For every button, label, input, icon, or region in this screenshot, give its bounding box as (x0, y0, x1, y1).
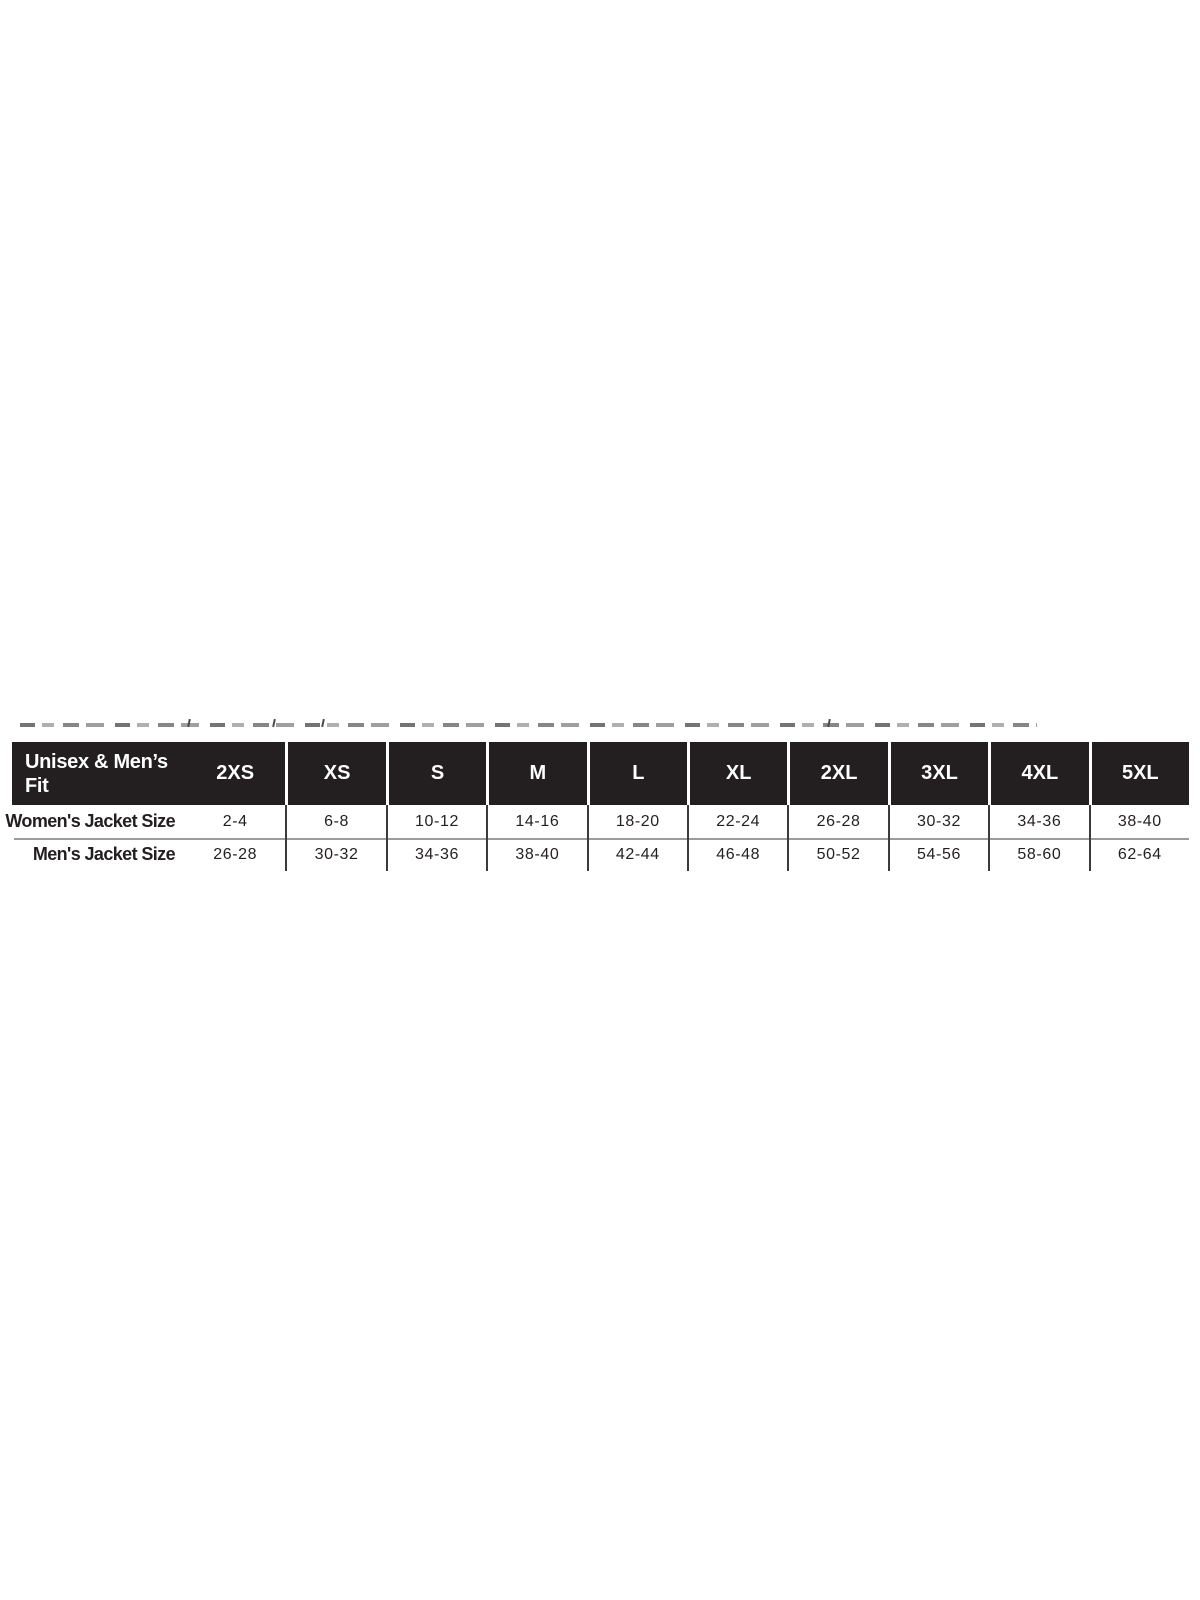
size-header-5xl: 5XL (1088, 742, 1189, 805)
header-label-cell: Unisex & Men’s Fit (12, 742, 185, 805)
table-cell: 62-64 (1088, 838, 1189, 871)
size-header-l: L (586, 742, 687, 805)
table-cell: 22-24 (687, 805, 787, 838)
table-cell: 50-52 (787, 838, 887, 871)
table-cell: 10-12 (385, 805, 486, 838)
table-cell: 26-28 (213, 845, 258, 863)
size-header-2xs: 2XS (216, 762, 255, 784)
size-header-xs: XS (285, 742, 385, 805)
size-header-m: M (486, 742, 586, 805)
table-cell: 38-40 (1088, 805, 1189, 838)
size-header-3xl: 3XL (887, 742, 988, 805)
row-divider-line (14, 838, 1189, 840)
table-cell: 34-36 (385, 838, 486, 871)
table-cell: 46-48 (687, 838, 787, 871)
table-cell: 38-40 (486, 838, 586, 871)
table-cell: 34-36 (988, 805, 1088, 838)
table-cell: 58-60 (988, 838, 1088, 871)
header-label-line1: Unisex & Men’s (25, 750, 168, 773)
table-cell: 30-32 (285, 838, 385, 871)
size-header-xl: XL (687, 742, 787, 805)
size-chart-body: Women's Jacket Size 2-4 6-8 10-12 14-16 … (5, 805, 1189, 871)
table-cell: 6-8 (285, 805, 385, 838)
table-cell: 54-56 (887, 838, 988, 871)
table-cell: 42-44 (586, 838, 687, 871)
table-cell: 2-4 (222, 812, 248, 830)
table-cell: 26-28 (787, 805, 887, 838)
size-header-2xl: 2XL (787, 742, 887, 805)
size-header-s: S (385, 742, 486, 805)
size-chart-header-row: Unisex & Men’s Fit 2XS XS S M L XL 2XL 3… (12, 742, 1189, 805)
row-label: Men's Jacket Size (32, 844, 176, 864)
table-row-womens-jacket-size: Women's Jacket Size 2-4 6-8 10-12 14-16 … (5, 805, 1189, 838)
size-chart-table: Unisex & Men’s Fit 2XS XS S M L XL 2XL 3… (5, 742, 1189, 871)
table-row-mens-jacket-size: Men's Jacket Size 26-28 30-32 34-36 38-4… (12, 838, 1189, 871)
table-cell: 18-20 (586, 805, 687, 838)
row-label: Women's Jacket Size (5, 811, 175, 831)
header-label-line2: Fit (25, 774, 49, 797)
size-header-4xl: 4XL (988, 742, 1088, 805)
table-cell: 30-32 (887, 805, 988, 838)
clipped-text-remnant (20, 723, 1037, 727)
table-cell: 14-16 (486, 805, 586, 838)
